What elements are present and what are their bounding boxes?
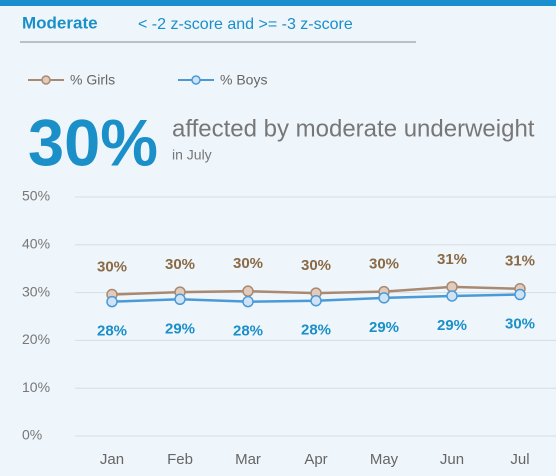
data-label: 29% bbox=[369, 319, 399, 336]
data-label: 31% bbox=[437, 251, 467, 268]
data-label: 28% bbox=[233, 323, 263, 340]
y-tick-label: 50% bbox=[22, 188, 50, 204]
y-tick-label: 0% bbox=[22, 427, 42, 443]
data-label: 28% bbox=[301, 322, 331, 339]
y-tick-label: 10% bbox=[22, 379, 50, 395]
highlight-note: in July bbox=[172, 147, 212, 163]
x-tick-label: Jul bbox=[510, 451, 529, 468]
point bbox=[310, 294, 322, 307]
x-tick-label: Jan bbox=[100, 451, 124, 468]
x-tick-label: May bbox=[370, 451, 399, 468]
y-tick-label: 20% bbox=[22, 331, 50, 347]
point bbox=[378, 292, 390, 304]
data-label: 29% bbox=[165, 320, 195, 337]
data-label: 28% bbox=[97, 323, 127, 340]
highlight-value: 30% bbox=[28, 105, 158, 179]
point bbox=[242, 295, 254, 308]
header: Moderate bbox=[22, 13, 98, 32]
data-label: 30% bbox=[233, 255, 263, 272]
legend-marker bbox=[41, 75, 51, 85]
point bbox=[514, 288, 526, 301]
top-strip bbox=[0, 0, 556, 6]
data-label: 31% bbox=[505, 253, 535, 270]
x-tick-label: Feb bbox=[167, 451, 193, 468]
point bbox=[106, 295, 118, 308]
x-tick-label: Jun bbox=[440, 451, 464, 468]
point bbox=[446, 290, 458, 302]
highlight-text: affected by moderate underweight bbox=[172, 115, 535, 142]
data-label: 30% bbox=[369, 256, 399, 273]
data-label: 30% bbox=[165, 256, 195, 273]
y-tick-label: 30% bbox=[22, 283, 50, 299]
data-label: 29% bbox=[437, 317, 467, 334]
point bbox=[174, 293, 186, 306]
data-label: 30% bbox=[97, 258, 127, 275]
subheader: < -2 z-score and >= -3 z-score bbox=[138, 16, 353, 33]
y-tick-label: 40% bbox=[22, 236, 50, 252]
legend-label: % Girls bbox=[70, 72, 115, 88]
legend-marker bbox=[191, 75, 201, 85]
point bbox=[242, 285, 254, 297]
x-tick-label: Mar bbox=[235, 451, 261, 468]
data-label: 30% bbox=[301, 257, 331, 274]
x-tick-label: Apr bbox=[304, 451, 327, 468]
data-label: 30% bbox=[505, 315, 535, 332]
legend-label: % Boys bbox=[220, 72, 267, 88]
